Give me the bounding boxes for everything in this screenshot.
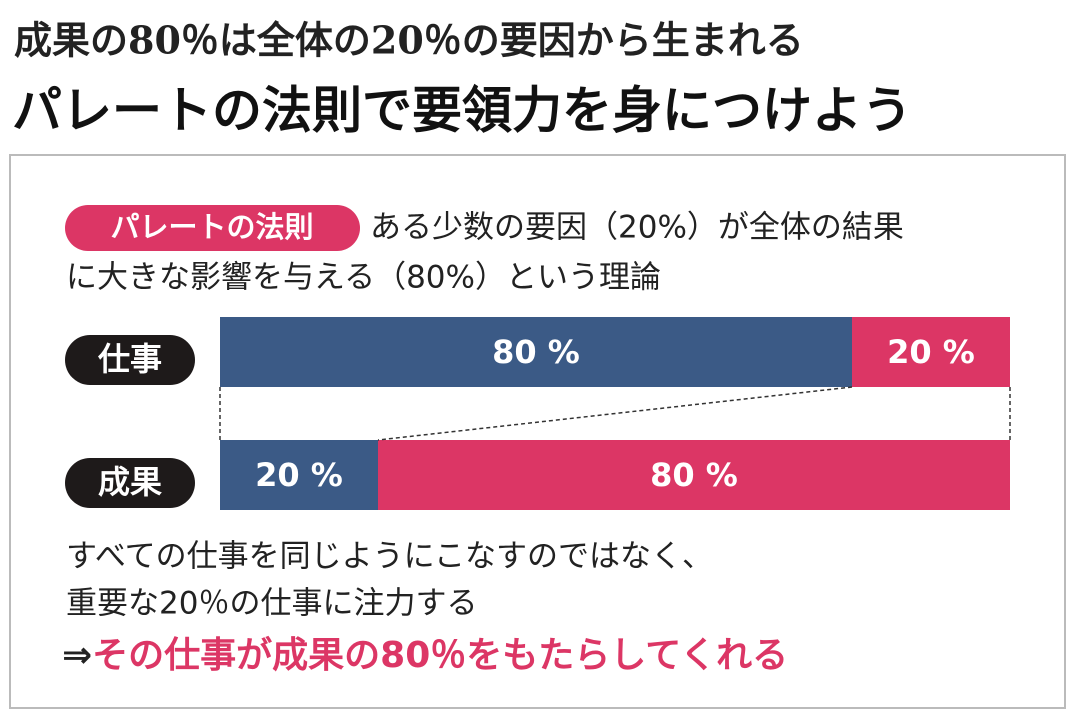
arrow: ⇒ [62, 635, 92, 676]
conclusion: すべての仕事を同じようにこなすのではなく、 [66, 539, 713, 575]
badge-bg [65, 205, 360, 251]
subtitle: パレートの法則で要領力を身につけよう [12, 82, 912, 140]
connector [377, 386, 853, 441]
bar-segment [220, 440, 378, 510]
category-pill [65, 335, 195, 385]
conclusion-emphasis-line: ⇒その仕事が成果の80％をもたらしてくれる [62, 635, 788, 676]
value-label: 20 % [255, 456, 343, 494]
category-label: 仕事 [98, 340, 162, 378]
bar-segment [378, 440, 1010, 510]
value-label: 20 % [887, 333, 975, 371]
description: ある少数の要因（20%）が全体の結果 [370, 210, 904, 246]
description: に大きな影響を与える（80%）という理論 [66, 260, 661, 296]
bar-segment [220, 317, 852, 387]
bar-segment [852, 317, 1010, 387]
title: 成果の80％は全体の20％の要因から生まれる [14, 18, 804, 63]
conclusion: 重要な20％の仕事に注力する [66, 586, 477, 622]
category-label: 成果 [98, 463, 162, 501]
value-label: 80 % [650, 456, 738, 494]
badge: パレートの法則 [110, 210, 313, 244]
category-pill [65, 458, 195, 508]
value-label: 80 % [492, 333, 580, 371]
conclusion-emphasis: その仕事が成果の80％をもたらしてくれる [92, 635, 788, 676]
